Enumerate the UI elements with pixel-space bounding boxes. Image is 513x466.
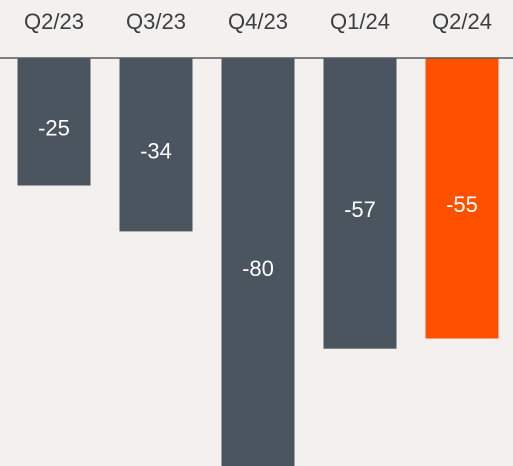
bar <box>17 58 91 186</box>
x-tick-label: Q1/24 <box>330 9 390 34</box>
data-label: -55 <box>446 192 478 217</box>
bar <box>323 58 397 349</box>
bar <box>425 58 499 339</box>
x-tick-label: Q2/23 <box>24 9 84 34</box>
data-label: -34 <box>140 139 172 164</box>
x-tick-label: Q2/24 <box>432 9 492 34</box>
bar <box>221 58 295 466</box>
x-tick-label: Q4/23 <box>228 9 288 34</box>
data-label: -57 <box>344 197 376 222</box>
data-label: -80 <box>242 256 274 281</box>
x-tick-label: Q3/23 <box>126 9 186 34</box>
bar <box>119 58 193 232</box>
data-label: -25 <box>38 116 70 141</box>
